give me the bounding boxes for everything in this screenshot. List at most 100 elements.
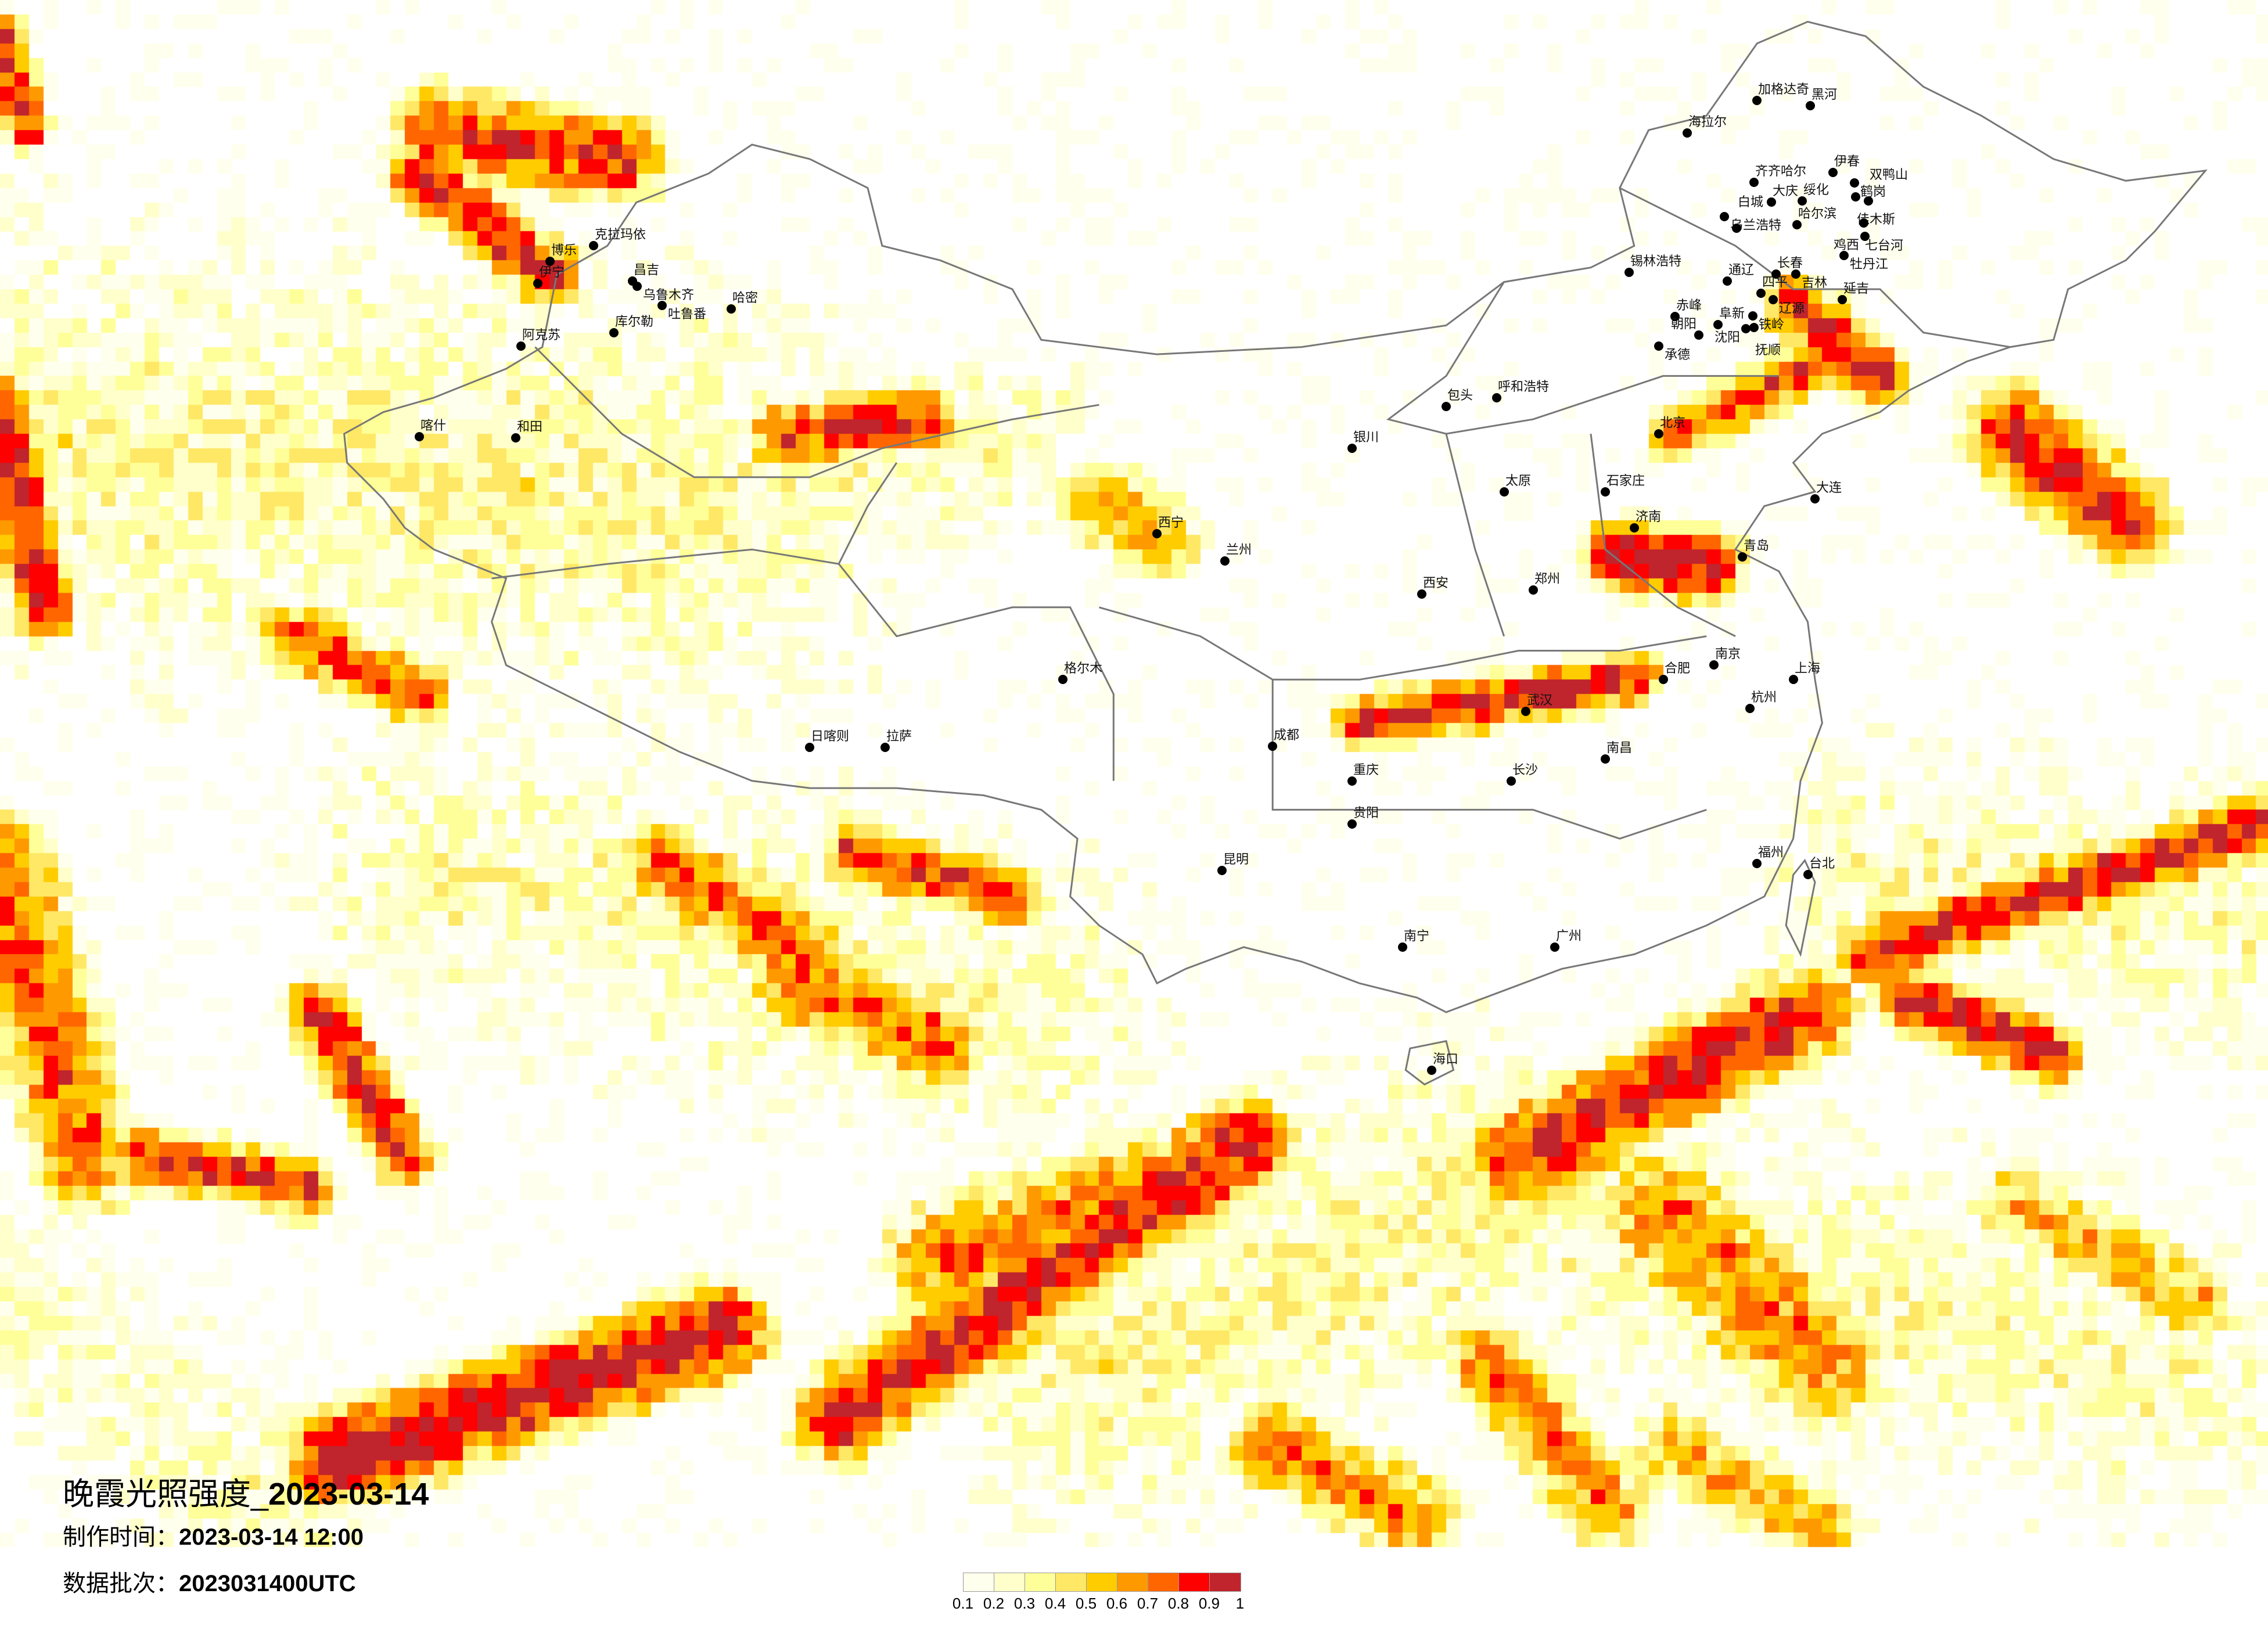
city-label: 喀什 bbox=[420, 419, 447, 433]
city-dot-icon bbox=[1745, 704, 1755, 713]
city-dot-icon bbox=[1859, 218, 1868, 228]
city-dot-icon bbox=[589, 241, 598, 250]
city-dot-icon bbox=[1810, 494, 1820, 503]
city-label: 吐鲁番 bbox=[668, 307, 707, 322]
city-dot-icon bbox=[1851, 192, 1860, 202]
city-label: 延吉 bbox=[1843, 282, 1870, 296]
city-label: 库尔勒 bbox=[615, 315, 654, 329]
city-dot-icon bbox=[1152, 529, 1162, 538]
city-label: 伊春 bbox=[1834, 154, 1860, 169]
city-dot-icon bbox=[1427, 1066, 1436, 1075]
city-dot-icon bbox=[533, 279, 542, 288]
city-dot-icon bbox=[1500, 487, 1509, 497]
city-dot-icon bbox=[1720, 212, 1729, 221]
city-label: 武汉 bbox=[1527, 693, 1553, 708]
legend-label: 0.4 bbox=[1044, 1595, 1066, 1612]
city-dot-icon bbox=[1624, 268, 1634, 277]
city-dot-icon bbox=[657, 301, 667, 310]
city-dot-icon bbox=[1442, 402, 1451, 411]
city-label: 西安 bbox=[1423, 576, 1449, 591]
city-label: 广州 bbox=[1556, 929, 1582, 944]
taiwan-border bbox=[1785, 858, 1816, 957]
title-prefix: 晚霞光照强度_ bbox=[63, 1477, 269, 1512]
city-label: 大连 bbox=[1816, 481, 1842, 495]
city-label: 牡丹江 bbox=[1850, 257, 1889, 272]
city-label: 昆明 bbox=[1223, 852, 1249, 867]
city-label: 鸡西 bbox=[1834, 238, 1860, 253]
city-dot-icon bbox=[1058, 675, 1067, 684]
city-dot-icon bbox=[1860, 232, 1870, 241]
city-label: 拉萨 bbox=[886, 729, 912, 744]
legend-label: 0.8 bbox=[1167, 1595, 1189, 1612]
city-dot-icon bbox=[1839, 251, 1849, 260]
city-label: 绥化 bbox=[1803, 183, 1830, 197]
city-dot-icon bbox=[1749, 323, 1759, 332]
city-dot-icon bbox=[1752, 859, 1762, 868]
city-dot-icon bbox=[1601, 487, 1610, 497]
city-dot-icon bbox=[1659, 675, 1668, 684]
city-dot-icon bbox=[1220, 556, 1230, 566]
city-dot-icon bbox=[805, 743, 814, 752]
city-label: 海拉尔 bbox=[1688, 115, 1727, 129]
city-dot-icon bbox=[511, 433, 520, 443]
city-dot-icon bbox=[1217, 866, 1227, 875]
city-dot-icon bbox=[516, 341, 526, 351]
city-label: 和田 bbox=[517, 420, 543, 434]
legend-swatch bbox=[1025, 1573, 1056, 1591]
city-dot-icon bbox=[880, 743, 890, 752]
province-border bbox=[1386, 281, 1779, 435]
city-label: 黑河 bbox=[1811, 88, 1838, 102]
legend-swatch bbox=[1179, 1573, 1210, 1591]
city-label: 朝阳 bbox=[1671, 317, 1697, 332]
legend-swatch bbox=[1210, 1573, 1241, 1591]
data-batch-label: 数据批次： bbox=[63, 1571, 179, 1596]
city-dot-icon bbox=[1749, 178, 1759, 187]
national-border bbox=[343, 20, 2208, 1013]
city-dot-icon bbox=[1507, 776, 1516, 786]
city-dot-icon bbox=[1713, 320, 1723, 329]
city-label: 上海 bbox=[1795, 661, 1821, 676]
city-dot-icon bbox=[1529, 585, 1538, 595]
city-label: 太原 bbox=[1505, 474, 1532, 488]
city-dot-icon bbox=[1767, 197, 1776, 207]
city-dot-icon bbox=[1838, 295, 1847, 304]
city-dot-icon bbox=[1769, 295, 1778, 304]
city-label: 石家庄 bbox=[1606, 474, 1645, 488]
city-dot-icon bbox=[545, 257, 555, 266]
city-dot-icon bbox=[1630, 523, 1639, 533]
city-label: 合肥 bbox=[1665, 661, 1691, 676]
city-label: 抚顺 bbox=[1755, 343, 1781, 358]
city-label: 辽源 bbox=[1779, 301, 1805, 316]
city-label: 成都 bbox=[1274, 728, 1300, 743]
city-label: 西宁 bbox=[1158, 516, 1184, 530]
city-label: 重庆 bbox=[1353, 763, 1379, 778]
city-dot-icon bbox=[1741, 324, 1751, 333]
legend-label: 0.1 bbox=[952, 1595, 974, 1612]
city-label: 福州 bbox=[1758, 846, 1784, 860]
city-label: 加格达奇 bbox=[1758, 82, 1810, 97]
city-dot-icon bbox=[1850, 178, 1859, 188]
city-dot-icon bbox=[1601, 754, 1610, 764]
city-dot-icon bbox=[1828, 168, 1838, 177]
city-dot-icon bbox=[1683, 128, 1692, 138]
city-label: 郑州 bbox=[1534, 572, 1561, 587]
city-label: 锡林浩特 bbox=[1630, 254, 1682, 269]
city-dot-icon bbox=[1752, 96, 1762, 105]
city-label: 青岛 bbox=[1744, 539, 1770, 553]
city-dot-icon bbox=[1732, 224, 1741, 233]
legend-swatch bbox=[1117, 1573, 1148, 1591]
city-dot-icon bbox=[1492, 393, 1501, 402]
city-dot-icon bbox=[1756, 289, 1766, 298]
city-dot-icon bbox=[1654, 429, 1663, 438]
city-label: 贵阳 bbox=[1353, 806, 1379, 821]
legend-label: 0.7 bbox=[1137, 1595, 1159, 1612]
city-dot-icon bbox=[1550, 942, 1559, 952]
city-label: 海口 bbox=[1433, 1052, 1459, 1067]
city-label: 阜新 bbox=[1719, 307, 1745, 321]
map-title: 晚霞光照强度_2023-03-14 bbox=[63, 1468, 429, 1514]
city-dot-icon bbox=[1771, 269, 1781, 279]
city-label: 包头 bbox=[1447, 388, 1473, 403]
city-dot-icon bbox=[1417, 589, 1426, 599]
production-time-value: 2023-03-14 12:00 bbox=[179, 1524, 364, 1550]
